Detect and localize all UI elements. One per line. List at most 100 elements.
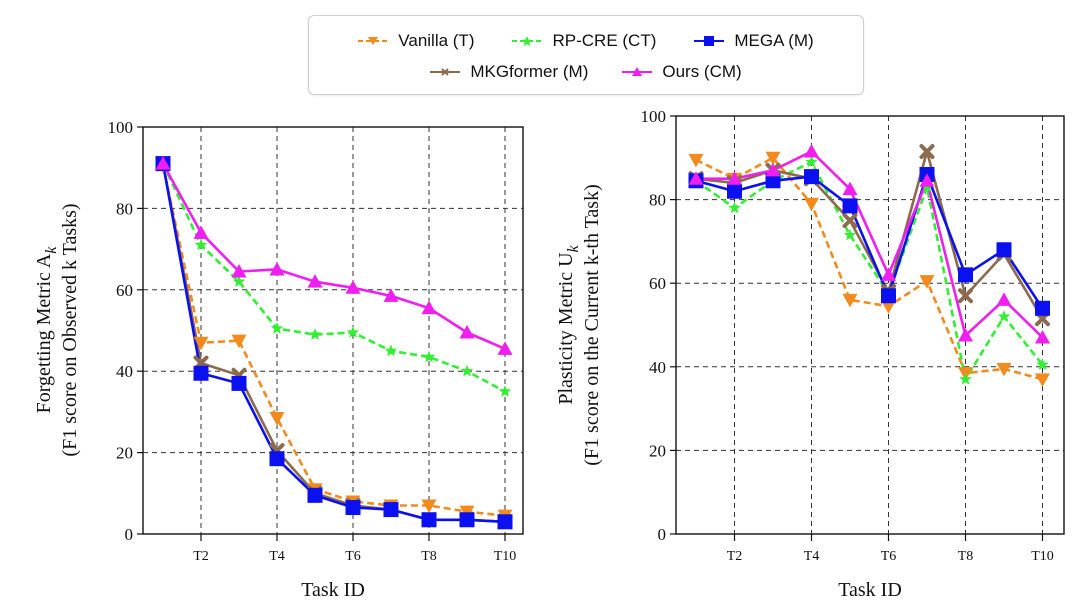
data-point-rpcre — [997, 310, 1011, 322]
data-point-ours — [231, 263, 247, 278]
data-point-mega — [307, 487, 323, 503]
legend-label-rpcre: RP-CRE (CT) — [552, 31, 657, 50]
legend-marker-ours-icon — [622, 67, 653, 76]
data-point-vanilla — [688, 153, 704, 168]
data-point-mkg — [919, 144, 935, 160]
data-point-rpcre — [270, 322, 284, 334]
data-point-ours — [497, 341, 513, 355]
data-point-ours — [804, 144, 819, 158]
y-axis-label-line2: (F1 score on the Current k-th Task) — [581, 184, 603, 466]
x-tick-label: T10 — [494, 549, 517, 564]
x-tick-label: T4 — [269, 549, 285, 564]
data-point-rpcre — [384, 344, 398, 357]
data-point-mega — [765, 173, 781, 189]
x-tick-label: T6 — [881, 549, 897, 564]
y-axis-label: Plasticity Metric Uk — [555, 244, 582, 404]
data-point-ours — [881, 267, 896, 281]
data-point-mega — [383, 502, 399, 518]
legend-label-ours: Ours (CM) — [662, 62, 742, 81]
data-point-ours — [765, 162, 781, 177]
data-point-rpcre — [1036, 358, 1049, 370]
data-point-ours — [421, 300, 437, 315]
x-tick-label: T2 — [727, 549, 743, 564]
plasticity-chart: 0 20 40 60 80 100 T2 T4 T6 T8 T10 Task ID Plasticity… — [555, 107, 1065, 601]
series-line-mega — [161, 163, 506, 524]
data-point-mega — [1035, 300, 1050, 316]
y-tick-label: 40 — [649, 358, 666, 377]
data-point-vanilla — [1035, 373, 1050, 387]
x-tick-label: T2 — [193, 549, 209, 564]
data-point-rpcre — [346, 326, 360, 338]
series-line-vanilla — [161, 165, 506, 517]
x-tick-label: T4 — [804, 549, 820, 564]
data-point-mega — [958, 267, 973, 283]
legend-marker-mega-icon — [694, 36, 725, 46]
y-axis-label-main: Plasticity Metric U — [555, 252, 577, 405]
data-point-ours — [345, 280, 361, 294]
data-point-ours — [958, 327, 973, 342]
data-point-vanilla — [919, 275, 935, 289]
data-point-ours — [688, 171, 704, 185]
y-tick-label: 60 — [116, 281, 133, 300]
y-axis-label: Forgetting Metric Ak — [33, 246, 60, 414]
y-tick-label: 100 — [641, 107, 667, 126]
x-axis-label: Task ID — [838, 579, 902, 601]
data-point-vanilla — [842, 293, 858, 308]
data-point-vanilla — [193, 336, 209, 351]
legend-item-mkgformer: MKGformer (M) — [430, 62, 588, 82]
series-line-vanilla — [695, 156, 1043, 381]
y-tick-label: 20 — [649, 441, 666, 460]
data-point-rpcre — [422, 350, 436, 363]
data-point-vanilla — [765, 151, 781, 166]
x-tick-label: T8 — [421, 549, 437, 564]
data-point-mega — [459, 512, 475, 528]
data-point-mega — [804, 169, 819, 185]
data-point-ours — [269, 261, 285, 276]
data-point-vanilla — [996, 362, 1012, 377]
data-point-vanilla — [231, 334, 247, 349]
data-point-ours — [459, 325, 475, 339]
data-point-mega — [842, 198, 858, 214]
data-point-ours — [193, 225, 209, 239]
data-point-ours — [383, 288, 399, 302]
data-point-rpcre — [959, 372, 972, 385]
data-point-rpcre — [728, 201, 741, 214]
y-tick-label: 0 — [125, 525, 134, 544]
legend-row-2: MKGformer (M) Ours (CM) — [309, 62, 863, 82]
y-tick-label: 80 — [649, 191, 666, 210]
series-line-mega — [695, 173, 1044, 310]
data-point-mkg — [842, 213, 858, 228]
data-point-vanilla — [421, 499, 437, 514]
data-point-mega — [727, 183, 742, 199]
data-point-ours — [727, 171, 742, 185]
series-line-mkg — [695, 150, 1044, 320]
series-line-ours — [161, 162, 506, 350]
x-axis-label: Task ID — [301, 579, 365, 601]
data-point-mega — [193, 365, 209, 381]
y-tick-label: 0 — [658, 525, 667, 544]
y-tick-label: 80 — [116, 199, 133, 218]
legend-item-vanilla: Vanilla (T) — [358, 31, 474, 51]
legend-item-mega: MEGA (M) — [694, 31, 814, 51]
legend-label-mkgformer: MKGformer (M) — [470, 62, 589, 81]
y-axis-label-line2: (F1 score on Observed k Tasks) — [59, 203, 81, 456]
data-point-mega — [996, 242, 1012, 258]
x-tick-label: T10 — [1031, 549, 1054, 564]
y-tick-label: 40 — [116, 362, 133, 381]
data-point-ours — [155, 156, 171, 170]
legend-row-1: Vanilla (T) RP-CRE (CT) MEGA (M) — [309, 31, 863, 51]
series-line-rpcre — [161, 163, 506, 393]
legend-label-mega: MEGA (M) — [734, 31, 814, 50]
data-point-rpcre — [843, 228, 857, 241]
data-point-rpcre — [308, 328, 322, 340]
data-point-mkg — [958, 288, 973, 304]
plot-area — [143, 127, 523, 534]
data-point-mega — [269, 451, 285, 467]
data-point-ours — [1035, 330, 1050, 344]
data-point-mega — [231, 375, 247, 391]
data-point-rpcre — [194, 238, 208, 251]
legend-marker-mkgformer-icon — [430, 68, 461, 76]
data-point-rpcre — [460, 364, 474, 377]
y-tick-label: 100 — [108, 118, 134, 137]
legend-marker-vanilla-icon — [358, 37, 389, 45]
